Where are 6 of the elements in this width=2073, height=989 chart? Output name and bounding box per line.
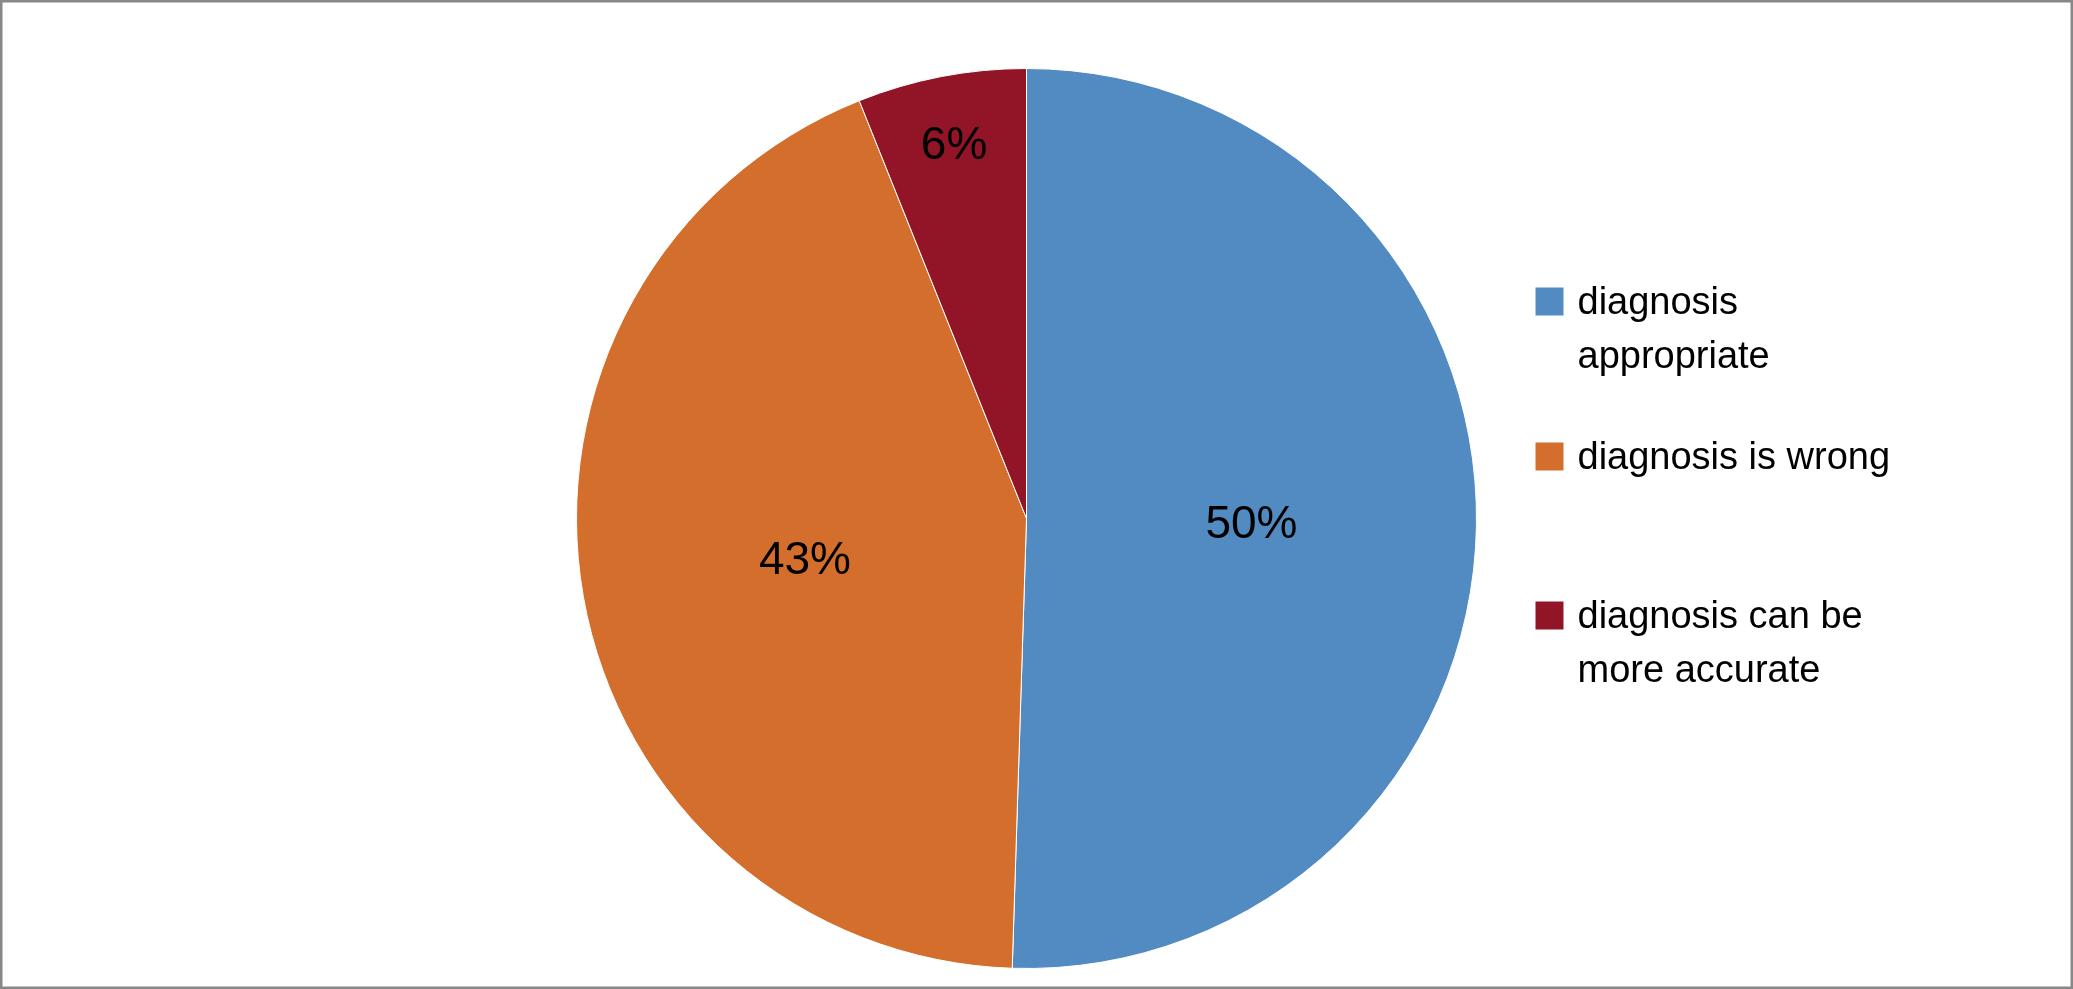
data-label: 43% xyxy=(758,531,851,584)
data-label: 50% xyxy=(1205,496,1298,549)
legend-label: diagnosis can be more accurate xyxy=(1577,593,1863,691)
legend-label: diagnosis is wrong xyxy=(1577,434,1891,477)
data-label: 6% xyxy=(920,116,988,169)
legend-label: diagnosis appropriate xyxy=(1577,279,1770,377)
